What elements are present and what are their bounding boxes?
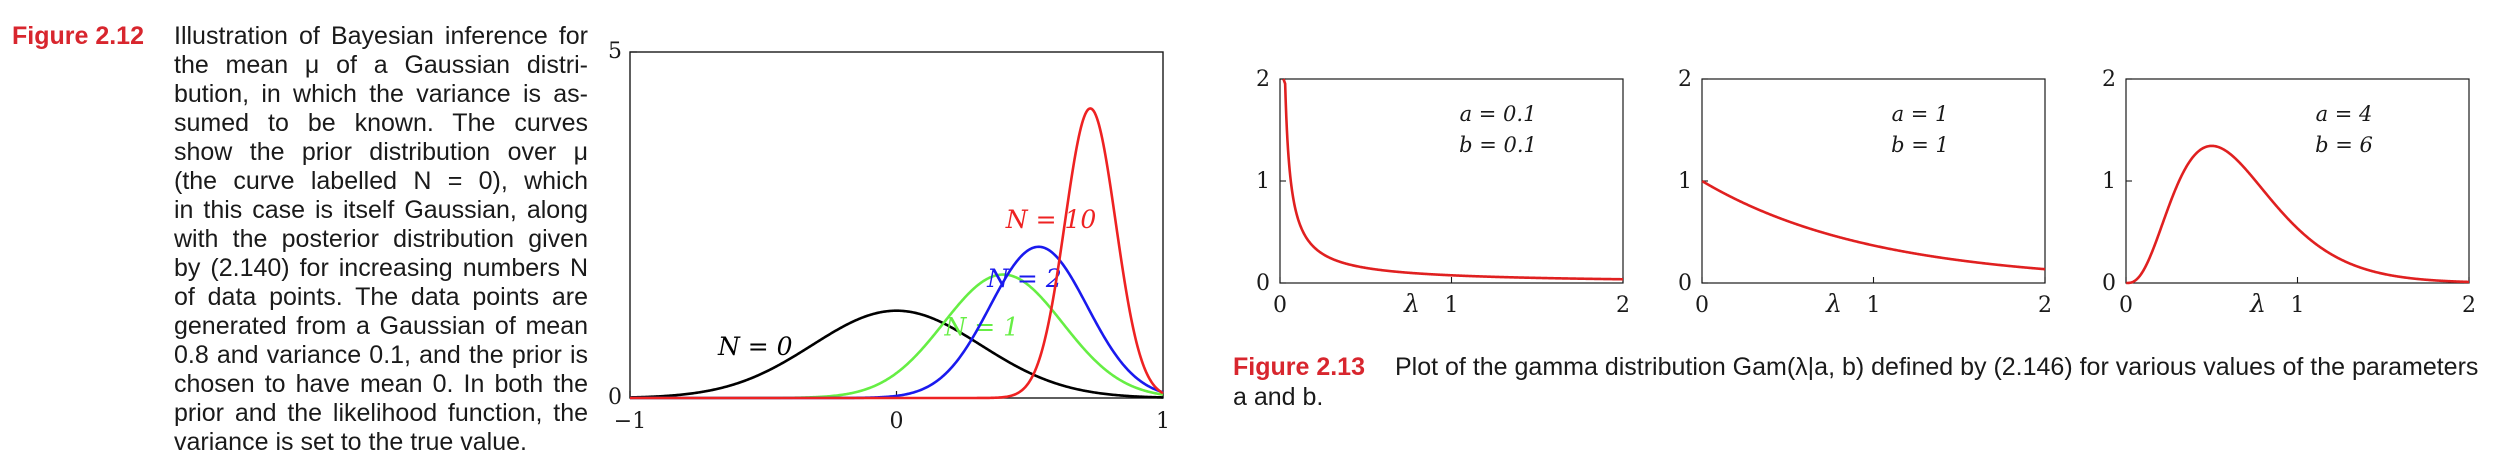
y-tick-label: 0 bbox=[1678, 271, 1692, 296]
plot-frame bbox=[1279, 78, 1624, 284]
x-tick-label: 0 bbox=[1695, 293, 1709, 318]
plot-frame bbox=[2125, 78, 2470, 284]
series-label-n1: N = 1 bbox=[943, 313, 1019, 342]
gamma-panel: 00 1 1 2 2 λ a = 1 b = 1 bbox=[1678, 67, 2052, 318]
param-b-label: b = 1 bbox=[1891, 133, 1949, 157]
figure-2-12-label: Figure 2.12 bbox=[12, 22, 144, 50]
x-tick-label: 1 bbox=[2291, 293, 2305, 318]
posterior-curve-n2 bbox=[630, 245, 1164, 400]
posterior-curve-n10 bbox=[630, 107, 1164, 400]
caption-line: sumed to be known. The curves bbox=[174, 109, 588, 137]
caption-line: with the posterior distribution given bbox=[174, 225, 588, 253]
y-tick-label: 1 bbox=[1256, 169, 1270, 194]
y-tick-label: 5 bbox=[608, 39, 622, 64]
caption-line: of data points. The data points are bbox=[174, 283, 588, 311]
x-tick-label: 0 bbox=[1273, 293, 1287, 318]
caption-line: in this case is itself Gaussian, along bbox=[174, 196, 588, 224]
x-tick-label: 1 bbox=[1156, 409, 1170, 434]
y-tick-label: 1 bbox=[2102, 169, 2116, 194]
param-a-label: a = 0.1 bbox=[1460, 102, 1537, 126]
param-b-label: b = 6 bbox=[2315, 133, 2373, 157]
y-tick-label: 1 bbox=[1678, 169, 1692, 194]
param-a-label: a = 4 bbox=[2316, 102, 2373, 126]
gamma-curve bbox=[1282, 78, 1623, 281]
x-tick-label: −1 bbox=[614, 409, 646, 434]
posterior-curve-n0 bbox=[629, 309, 1164, 399]
gamma-panel: 00 1 1 2 2 λ a = 0.1 b = 0.1 bbox=[1256, 67, 1630, 318]
caption-line: by (2.140) for increasing numbers N bbox=[174, 254, 588, 282]
lambda-axis-label: λ bbox=[2249, 289, 2266, 318]
caption-line: the mean μ of a Gaussian distri- bbox=[174, 51, 588, 79]
x-tick-label: 0 bbox=[2119, 293, 2133, 318]
y-tick-label: 0 bbox=[1256, 271, 1270, 296]
x-tick-label: 2 bbox=[2462, 293, 2476, 318]
x-tick-label: 2 bbox=[2038, 293, 2052, 318]
plot-frame bbox=[1701, 78, 2046, 284]
caption-line: variance is set to the true value. bbox=[174, 428, 527, 456]
figure-2-13-caption: Plot of the gamma distribution Gam(λ|a, … bbox=[1395, 353, 2479, 381]
caption-line: Illustration of Bayesian inference for bbox=[174, 22, 588, 50]
caption-line: bution, in which the variance is as- bbox=[174, 80, 588, 108]
param-b-label: b = 0.1 bbox=[1459, 133, 1537, 157]
lambda-axis-label: λ bbox=[1403, 289, 1420, 318]
figure-2-12-caption: Illustration of Bayesian inference for th… bbox=[174, 22, 588, 457]
x-tick-label: 1 bbox=[1445, 293, 1459, 318]
posterior-curve-n1 bbox=[630, 273, 1164, 400]
caption-line: 0.8 and variance 0.1, and the prior is bbox=[174, 341, 588, 369]
y-tick-label: 0 bbox=[608, 385, 622, 410]
figure-2-13-label: Figure 2.13 bbox=[1233, 353, 1365, 381]
figure-2-13-caption-continued: a and b. bbox=[1233, 383, 1324, 411]
lambda-axis-label: λ bbox=[1825, 289, 1842, 318]
x-tick-label: 1 bbox=[1867, 293, 1881, 318]
y-tick-label: 2 bbox=[1256, 67, 1270, 92]
gamma-panel: 00 1 1 2 2 λ a = 4 b = 6 bbox=[2102, 67, 2476, 318]
y-tick-label: 2 bbox=[2102, 67, 2116, 92]
y-tick-label: 2 bbox=[1678, 67, 1692, 92]
series-label-n0: N = 0 bbox=[717, 332, 793, 361]
caption-line: generated from a Gaussian of mean bbox=[174, 312, 588, 340]
gamma-curve bbox=[1701, 179, 2046, 271]
y-tick-label: 0 bbox=[2102, 271, 2116, 296]
caption-line: (the curve labelled N = 0), which bbox=[174, 167, 588, 195]
x-tick-label: 2 bbox=[1616, 293, 1630, 318]
caption-line: prior and the likelihood function, the bbox=[174, 399, 588, 427]
series-label-n2: N = 2 bbox=[986, 264, 1062, 293]
series-label-n10: N = 10 bbox=[1005, 205, 1097, 234]
gamma-curve bbox=[2126, 144, 2470, 285]
param-a-label: a = 1 bbox=[1892, 102, 1949, 126]
x-tick-label: 0 bbox=[890, 409, 904, 434]
caption-line: show the prior distribution over μ bbox=[174, 138, 588, 166]
caption-line: chosen to have mean 0. In both the bbox=[174, 370, 588, 398]
